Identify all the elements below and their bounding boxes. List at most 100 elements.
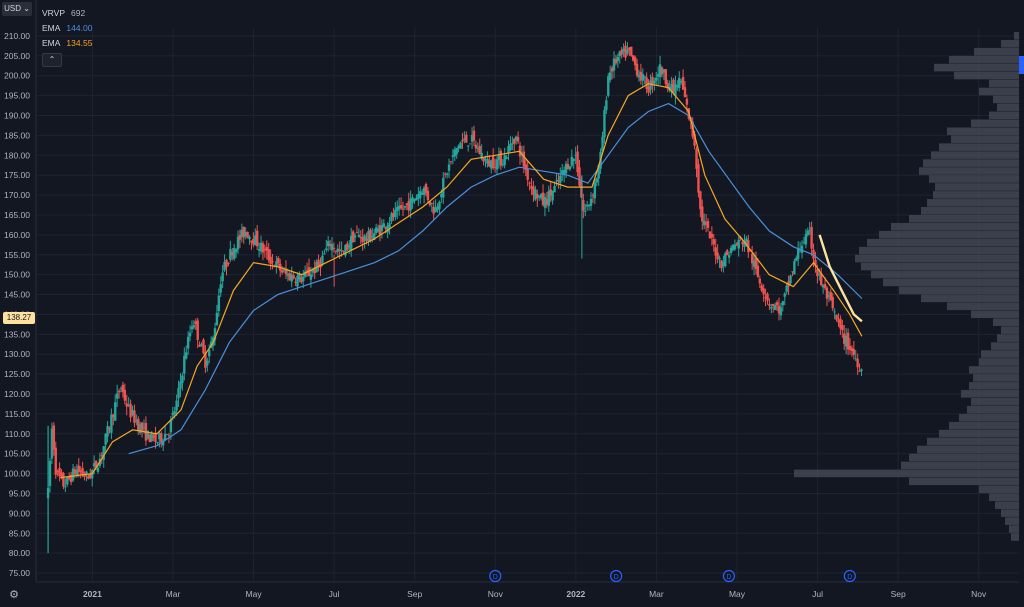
candle-body: [718, 257, 721, 260]
legend-collapse-button[interactable]: ⌃: [42, 53, 62, 67]
candle-body: [223, 261, 226, 271]
candle-body: [772, 303, 775, 306]
volume-profile-bar: [951, 135, 1019, 143]
candle-body: [351, 231, 355, 243]
candle-body: [601, 136, 604, 152]
candle-body: [186, 336, 190, 349]
x-tick-label: Mar: [649, 589, 664, 599]
ema-slow-line: [128, 102, 863, 455]
candle-body: [846, 332, 850, 350]
candle-body: [699, 191, 702, 210]
candle-body: [50, 428, 54, 459]
candle-body: [635, 63, 639, 76]
y-tick-label: 175.00: [4, 170, 30, 180]
candle-body: [833, 311, 836, 313]
candle-body: [476, 148, 480, 149]
candle-body: [140, 422, 144, 431]
volume-profile-bar: [974, 47, 1019, 56]
candle-body: [112, 414, 115, 418]
time-axis[interactable]: 2021 Mar May Jul Sep Nov 2022 Mar May Jul Sep Nov: [83, 589, 987, 599]
candle-body: [66, 476, 69, 485]
volume-profile-bar: [855, 254, 1019, 263]
candle-body: [359, 236, 362, 239]
candle-body: [779, 307, 783, 316]
candle-body: [348, 245, 351, 248]
candle-body: [336, 248, 339, 252]
candle-body: [300, 277, 303, 283]
candle-body: [286, 273, 290, 276]
candle-body: [445, 173, 449, 175]
candle-body: [263, 248, 267, 251]
candle-body: [574, 154, 577, 156]
candle-body: [814, 259, 817, 266]
candle-body: [173, 411, 176, 415]
candle-body: [240, 229, 244, 238]
price-axis[interactable]: 210.00 205.00 200.00 195.00 190.00 185.00 180.…: [4, 31, 30, 578]
candle-body: [564, 163, 568, 174]
candle-body: [371, 236, 374, 238]
candle-body: [196, 320, 199, 340]
candle-body: [578, 167, 581, 186]
candle-body: [428, 201, 432, 206]
gear-icon[interactable]: ⚙: [9, 589, 19, 601]
volume-profile-bar: [959, 413, 1019, 422]
currency-selector[interactable]: USD ⌄: [2, 2, 32, 16]
candle-body: [60, 472, 63, 477]
candle-body: [630, 46, 633, 56]
candle-body: [490, 160, 493, 169]
volume-profile-bar: [927, 199, 1019, 207]
ema-fast-line: [60, 83, 863, 479]
volume-profile-bar: [879, 230, 1019, 239]
candle-body: [591, 195, 595, 197]
candle-body: [478, 145, 481, 155]
candle-body: [405, 203, 409, 206]
candle-body: [534, 189, 537, 200]
candle-body: [344, 245, 347, 256]
candle-body: [380, 225, 384, 232]
scroll-handle[interactable]: [1019, 56, 1024, 74]
candle-body: [543, 196, 547, 208]
candle-body: [252, 238, 255, 245]
candle-body: [672, 79, 675, 92]
candle-body: [486, 158, 489, 164]
candle-body: [179, 381, 182, 389]
candle-body: [422, 187, 426, 195]
volume-profile-bar: [1014, 31, 1019, 40]
candle-body: [302, 276, 305, 282]
candle-body: [246, 232, 249, 238]
candle-body: [724, 253, 727, 267]
candle-body: [248, 236, 251, 240]
candle-body: [79, 470, 82, 473]
y-tick-label: 170.00: [4, 190, 30, 200]
candle-body: [839, 318, 842, 329]
candle-body: [282, 269, 286, 271]
candle-body: [651, 76, 654, 86]
candle-body: [791, 271, 794, 273]
candle-body: [551, 190, 554, 201]
candle-body: [770, 306, 773, 309]
legend-vrvp[interactable]: VRVP 692: [42, 6, 92, 21]
candle-body: [465, 134, 468, 143]
candle-body: [87, 475, 90, 479]
candle-body: [480, 152, 483, 159]
legend-ema-slow[interactable]: EMA 144.00: [42, 21, 92, 36]
candle-body: [167, 434, 171, 436]
candle-body: [288, 273, 292, 280]
candle-body: [242, 226, 245, 238]
candle-body: [764, 297, 767, 299]
candle-body: [660, 67, 664, 75]
candle-body: [397, 205, 401, 210]
volume-profile-bar: [967, 405, 1019, 414]
candle-body: [426, 190, 430, 201]
candle-body: [152, 435, 155, 438]
legend-ema-slow-label: EMA: [42, 23, 61, 33]
candle-body: [829, 292, 833, 301]
candle-body: [505, 157, 508, 159]
candle-body: [92, 463, 96, 467]
x-tick-label: Jul: [812, 589, 823, 599]
legend-ema-fast[interactable]: EMA 134.55: [42, 36, 92, 51]
candle-body: [332, 247, 336, 250]
candle-body: [754, 257, 758, 269]
candle-body: [119, 388, 123, 390]
